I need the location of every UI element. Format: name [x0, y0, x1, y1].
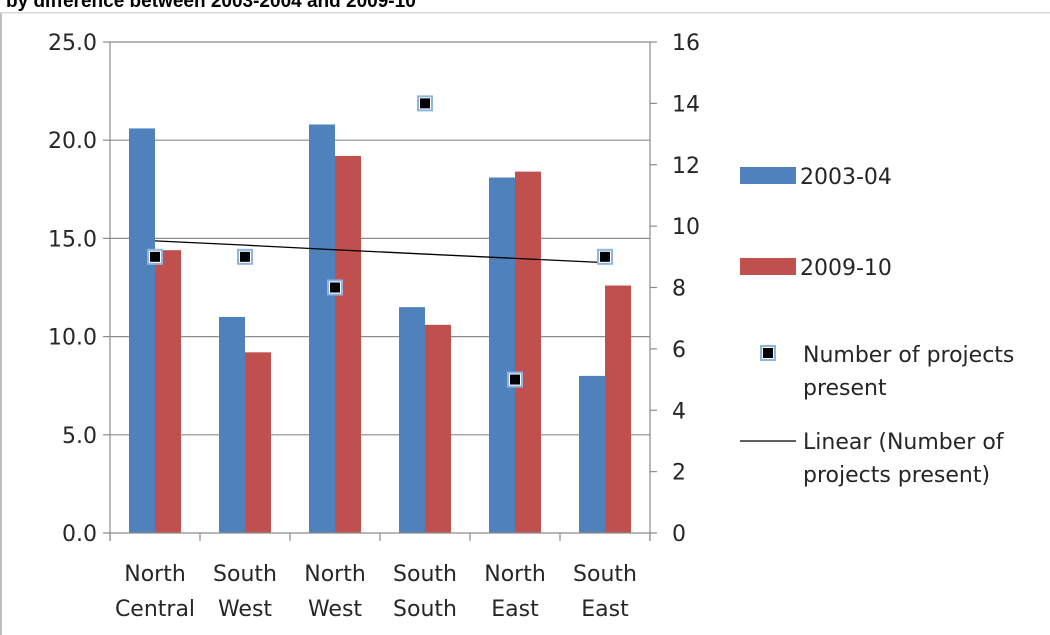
category-label: East — [491, 597, 539, 622]
marker-point — [600, 251, 610, 262]
marker-point — [330, 282, 340, 293]
category-label: South — [573, 562, 637, 587]
category-label: East — [581, 597, 629, 622]
legend-swatch-2003-04 — [740, 167, 796, 184]
left-tick-label: 15.0 — [48, 227, 97, 252]
marker-point — [150, 251, 160, 262]
trendline — [154, 240, 606, 264]
left-tick-label: 5.0 — [62, 424, 97, 449]
legend-swatch-2009-10 — [740, 258, 796, 275]
right-tick-label: 2 — [672, 461, 686, 486]
bar-2009-10 — [335, 155, 361, 534]
category-label: South — [393, 562, 457, 587]
chart-frame-line — [0, 12, 2, 635]
right-tick-label: 0 — [672, 522, 686, 547]
legend: 2003-04 2009-10 Number of projects present L… — [740, 165, 1014, 488]
bar-2009-10 — [605, 285, 631, 533]
legend-label-2003-04: 2003-04 — [800, 165, 892, 190]
gridlines — [110, 41, 650, 436]
bar-2009-10 — [425, 324, 451, 533]
marker-point — [420, 98, 430, 109]
right-tick-label: 14 — [672, 92, 700, 117]
bar-2003-04 — [309, 124, 335, 533]
marker-point — [240, 251, 250, 262]
bar-2003-04 — [219, 316, 245, 533]
markers — [147, 95, 613, 388]
category-label: South — [213, 562, 277, 587]
left-tick-label: 10.0 — [48, 326, 97, 351]
bar-2009-10 — [155, 250, 181, 533]
category-labels: North Central South West North West South South… — [115, 562, 637, 622]
bar-2003-04 — [399, 307, 425, 533]
marker-point — [510, 374, 520, 385]
left-tick-label: 20.0 — [48, 129, 97, 154]
left-tick-label: 0.0 — [62, 522, 97, 547]
legend-label-projects: Number of projects — [803, 343, 1014, 368]
legend-marker — [763, 348, 773, 358]
category-label: North — [124, 562, 186, 587]
category-label: West — [218, 597, 272, 622]
category-label: West — [308, 597, 362, 622]
legend-label-linear: Linear (Number of — [803, 430, 1005, 455]
category-label: Central — [115, 597, 195, 622]
bars — [129, 124, 631, 534]
chart-frame-top — [0, 12, 1050, 14]
legend-label-2009-10: 2009-10 — [800, 256, 892, 281]
right-tick-label: 4 — [672, 399, 686, 424]
bar-2009-10 — [245, 352, 271, 533]
right-tick-label: 12 — [672, 154, 700, 179]
trendline-group — [154, 240, 606, 264]
chart-title: by difference between 2003-2004 and 2009… — [6, 0, 416, 12]
category-label: South — [393, 597, 457, 622]
left-tick-label: 25.0 — [48, 31, 97, 56]
category-label: North — [304, 562, 366, 587]
bar-2003-04 — [129, 128, 155, 533]
bar-2009-10 — [515, 171, 541, 533]
right-tick-label: 16 — [672, 31, 700, 56]
right-tick-label: 6 — [672, 338, 686, 363]
bar-2003-04 — [579, 375, 605, 533]
right-axis-ticks: 0 2 4 6 8 10 12 14 16 — [672, 31, 700, 547]
left-axis-ticks: 0.0 5.0 10.0 15.0 20.0 25.0 — [48, 31, 97, 547]
right-tick-label: 10 — [672, 215, 700, 240]
bar-2003-04 — [489, 177, 515, 534]
legend-label-projects: present — [803, 376, 887, 401]
axes — [103, 41, 657, 541]
right-tick-label: 8 — [672, 277, 686, 302]
legend-label-linear: projects present) — [803, 463, 990, 488]
category-label: North — [484, 562, 546, 587]
